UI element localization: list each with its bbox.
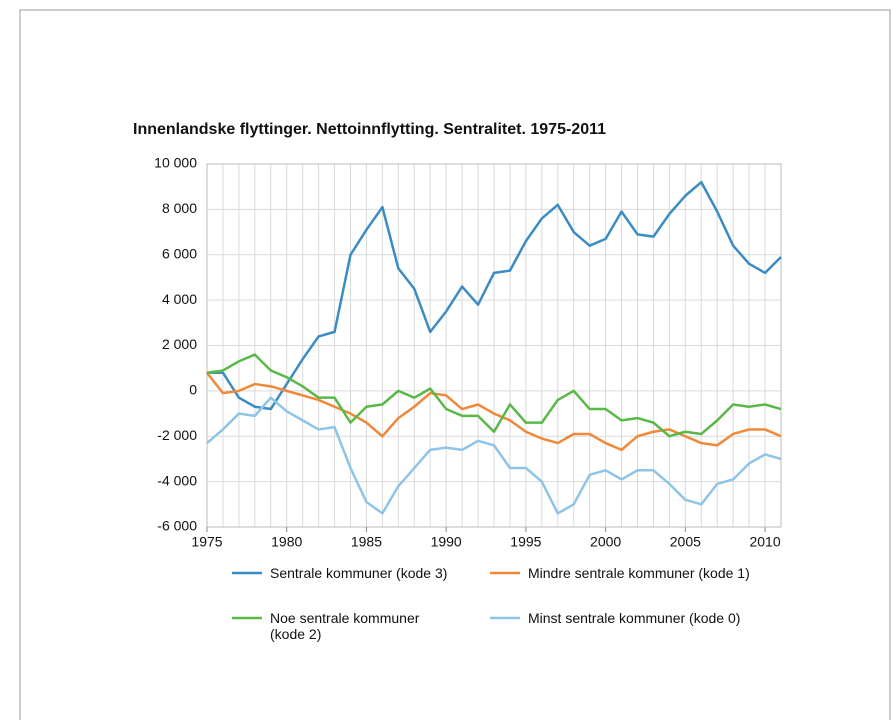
page-frame (19, 9, 891, 720)
x-tick-label: 1980 (271, 534, 302, 550)
x-tick-label: 1975 (191, 534, 222, 550)
x-tick-label: 1990 (431, 534, 462, 550)
x-tick-label: 2005 (670, 534, 701, 550)
chart-title: Innenlandske flyttinger. Nettoinnflyttin… (133, 121, 606, 138)
y-tick-label: -4 000 (157, 472, 197, 488)
y-tick-label: 4 000 (162, 291, 197, 307)
x-tick-label: 2010 (749, 534, 780, 550)
y-tick-label: 2 000 (162, 336, 197, 352)
x-tick-label: 2000 (590, 534, 621, 550)
y-tick-label: 10 000 (154, 155, 197, 171)
plot-frame (206, 163, 782, 528)
legend-label: Sentrale kommuner (kode 3) (270, 565, 448, 581)
series-line (207, 180, 782, 411)
y-tick-label: -6 000 (157, 518, 197, 534)
series-line (206, 396, 782, 515)
legend-label: Noe sentrale kommuner (kode 2) (270, 610, 420, 642)
x-tick-label: 1985 (351, 534, 382, 550)
y-tick-label: 0 (189, 382, 197, 398)
x-tick-label: 1995 (510, 534, 541, 550)
y-tick-label: 8 000 (162, 200, 197, 216)
y-tick-label: 6 000 (162, 245, 197, 261)
legend-label: Minst sentrale kommuner (kode 0) (528, 610, 741, 626)
series-line (206, 353, 782, 438)
legend-label: Mindre sentrale kommuner (kode 1) (528, 565, 750, 581)
series-line (206, 371, 782, 452)
y-tick-label: -2 000 (157, 427, 197, 443)
